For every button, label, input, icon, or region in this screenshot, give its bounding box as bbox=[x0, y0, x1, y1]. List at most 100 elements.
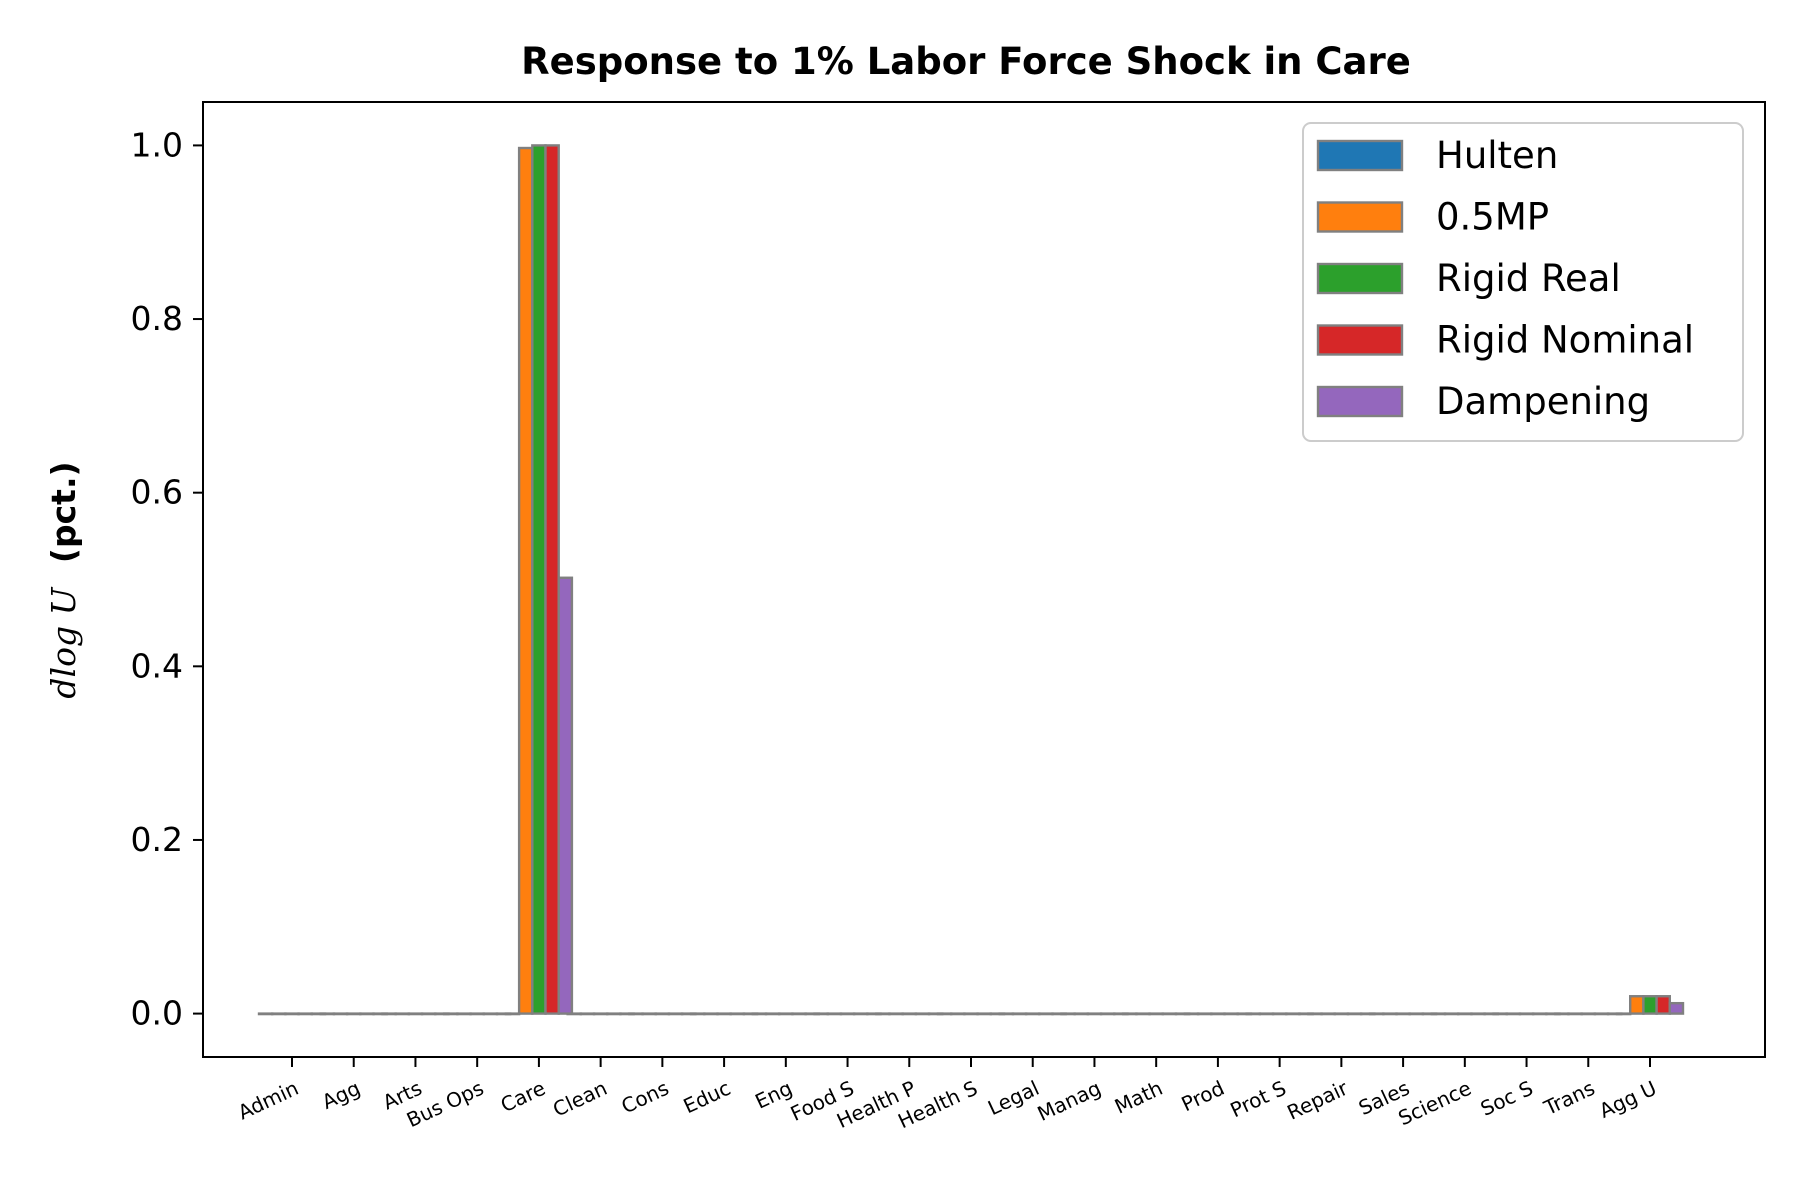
y-axis-label-math: dlog U bbox=[44, 586, 83, 698]
bar-rigid-nominal-cons bbox=[667, 1012, 684, 1016]
x-tick-label: Prod bbox=[1178, 1076, 1228, 1117]
bar-hulten-admin bbox=[257, 1012, 274, 1016]
x-tick-label: Math bbox=[1111, 1076, 1166, 1119]
x-tick-label: Trans bbox=[1539, 1076, 1598, 1121]
x-tick-label: Agg U bbox=[1596, 1076, 1661, 1123]
bar-0-5mp-clean bbox=[579, 1012, 596, 1016]
bar-rigid-real-repair bbox=[1333, 1012, 1350, 1016]
y-axis-label-unit: (pct.) bbox=[44, 461, 83, 563]
bar-rigid-nominal-legal bbox=[1038, 1012, 1054, 1016]
bar-rigid-nominal-health-s bbox=[976, 1012, 992, 1016]
bar-dampening-agg bbox=[372, 1012, 388, 1016]
bar-dampening-repair bbox=[1359, 1012, 1376, 1016]
bar-rigid-nominal-educ bbox=[729, 1012, 746, 1016]
chart-title: Response to 1% Labor Force Shock in Care bbox=[521, 40, 1411, 83]
bar-rigid-real-trans bbox=[1580, 1012, 1597, 1016]
bar-dampening-arts bbox=[434, 1012, 450, 1016]
bar-rigid-nominal-agg bbox=[359, 1012, 375, 1016]
bar-dampening-manag bbox=[1113, 1012, 1129, 1016]
bar-rigid-real-bus-ops bbox=[469, 1012, 485, 1016]
bar-rigid-nominal-sales bbox=[1408, 1012, 1425, 1016]
legend-swatch bbox=[1316, 201, 1404, 233]
bar-dampening-admin bbox=[310, 1012, 327, 1016]
bar-0-5mp-legal bbox=[1011, 1012, 1028, 1016]
bar-0-5mp-repair bbox=[1320, 1012, 1336, 1016]
y-tick-label: 0.2 bbox=[131, 820, 183, 859]
bar-rigid-nominal-agg-u bbox=[1655, 995, 1671, 1015]
x-tick-label: Care bbox=[497, 1076, 549, 1117]
bar-rigid-nominal-math bbox=[1161, 1012, 1178, 1016]
bar-dampening-trans bbox=[1606, 1012, 1623, 1016]
plot-frame bbox=[202, 101, 1766, 1058]
x-tick-label: Manag bbox=[1034, 1076, 1105, 1126]
bar-rigid-nominal-soc-s bbox=[1531, 1012, 1548, 1016]
bar-rigid-real-legal bbox=[1024, 1012, 1041, 1016]
bar-dampening-science bbox=[1483, 1012, 1500, 1016]
x-tick-label: Soc S bbox=[1477, 1076, 1537, 1121]
bar-rigid-nominal-eng bbox=[791, 1012, 807, 1016]
bar-0-5mp-math bbox=[1135, 1012, 1151, 1016]
y-axis-label: dlog U (pct.) bbox=[44, 461, 83, 698]
bar-0-5mp-bus-ops bbox=[456, 1012, 472, 1016]
bar-rigid-nominal-prod bbox=[1223, 1012, 1239, 1016]
bar-dampening-health-s bbox=[989, 1012, 1006, 1016]
bar-0-5mp-health-p bbox=[888, 1012, 904, 1016]
x-tick-label: Admin bbox=[234, 1076, 302, 1125]
bar-rigid-real-sales bbox=[1395, 1012, 1411, 1016]
bar-rigid-nominal-trans bbox=[1593, 1012, 1610, 1016]
bar-rigid-nominal-health-p bbox=[914, 1012, 931, 1016]
bar-dampening-eng bbox=[804, 1012, 821, 1016]
bar-0-5mp-sales bbox=[1382, 1012, 1398, 1016]
bars-layer bbox=[257, 144, 1685, 1016]
legend-label: Hulten bbox=[1436, 134, 1558, 177]
bar-0-5mp-agg bbox=[332, 1012, 349, 1016]
y-tick-label: 0.0 bbox=[131, 994, 183, 1033]
bar-rigid-real-clean bbox=[592, 1012, 609, 1016]
bar-rigid-real-health-p bbox=[901, 1012, 918, 1016]
bar-0-5mp-eng bbox=[764, 1012, 781, 1016]
bar-rigid-nominal-arts bbox=[420, 1012, 437, 1016]
bar-rigid-nominal-food-s bbox=[852, 1012, 869, 1016]
bar-0-5mp-health-s bbox=[950, 1012, 966, 1016]
bar-dampening-bus-ops bbox=[495, 1012, 512, 1016]
bar-dampening-clean bbox=[619, 1012, 635, 1016]
bar-rigid-real-care bbox=[531, 144, 547, 1015]
bar-rigid-real-science bbox=[1457, 1012, 1473, 1016]
bar-rigid-real-educ bbox=[716, 1012, 732, 1016]
bar-rigid-nominal-manag bbox=[1099, 1012, 1116, 1016]
y-tick-label: 0.8 bbox=[131, 299, 183, 338]
x-tick-label: Repair bbox=[1283, 1075, 1352, 1124]
legend-swatch bbox=[1316, 262, 1404, 295]
bar-rigid-nominal-repair bbox=[1346, 1012, 1363, 1016]
legend-swatch bbox=[1316, 324, 1404, 356]
x-tick-label: Educ bbox=[680, 1076, 735, 1118]
bar-dampening-health-p bbox=[927, 1012, 944, 1016]
bar-rigid-real-prod bbox=[1210, 1012, 1226, 1016]
bar-0-5mp-arts bbox=[394, 1012, 411, 1016]
x-tick-label: Prot S bbox=[1226, 1076, 1289, 1123]
bar-rigid-real-math bbox=[1148, 1012, 1164, 1016]
bar-rigid-real-agg bbox=[345, 1012, 362, 1016]
bar-rigid-nominal-bus-ops bbox=[482, 1012, 499, 1016]
bar-dampening-prod bbox=[1236, 1012, 1253, 1016]
y-axis: 0.0 0.2 0.4 0.6 0.8 1.0 bbox=[131, 125, 203, 1033]
bar-dampening-educ bbox=[742, 1012, 759, 1016]
bar-rigid-real-soc-s bbox=[1518, 1012, 1535, 1016]
y-tick-label: 1.0 bbox=[131, 125, 183, 164]
bar-dampening-agg-u bbox=[1668, 1001, 1685, 1015]
legend-frame bbox=[1302, 122, 1744, 442]
bar-rigid-real-manag bbox=[1086, 1012, 1103, 1016]
bar-0-5mp-science bbox=[1443, 1012, 1460, 1016]
bar-rigid-real-eng bbox=[778, 1012, 794, 1016]
legend: Hulten 0.5MP Rigid Real Rigid Nominal Dampen… bbox=[1302, 122, 1744, 442]
y-tick-label: 0.6 bbox=[131, 473, 183, 512]
bar-rigid-real-admin bbox=[284, 1012, 300, 1016]
x-tick-label: Agg bbox=[318, 1076, 364, 1114]
bar-rigid-real-food-s bbox=[839, 1012, 856, 1016]
bar-0-5mp-prod bbox=[1196, 1012, 1213, 1016]
bar-rigid-nominal-science bbox=[1470, 1012, 1486, 1016]
legend-swatch bbox=[1316, 385, 1404, 418]
bar-rigid-real-cons bbox=[654, 1012, 671, 1016]
bar-dampening-food-s bbox=[866, 1012, 882, 1016]
